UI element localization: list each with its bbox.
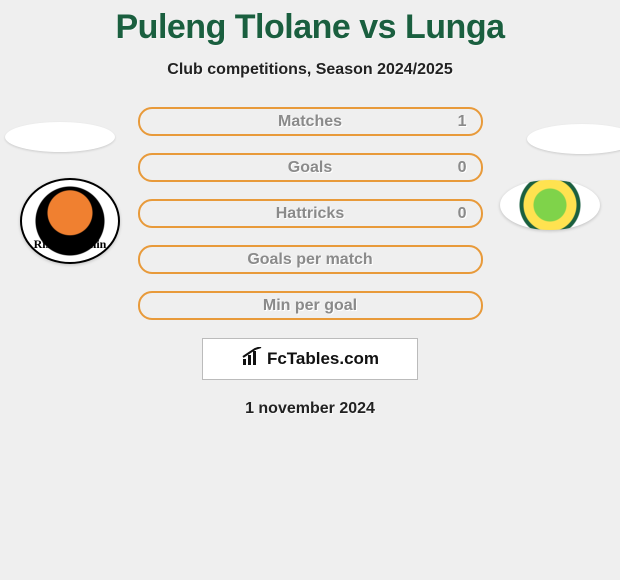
subtitle: Club competitions, Season 2024/2025 [0,61,620,79]
stat-value: 1 [458,113,467,131]
player-avatar-right [527,124,620,154]
brand-box[interactable]: FcTables.com [202,338,418,380]
stat-row: Hattricks 0 [138,199,483,228]
stat-label: Hattricks [276,205,344,223]
stat-label: Goals [288,159,332,177]
brand-text: FcTables.com [267,349,379,369]
stat-row: Goals 0 [138,153,483,182]
stat-label: Goals per match [247,251,372,269]
stat-label: Matches [278,113,342,131]
stat-row: Goals per match [138,245,483,274]
stat-value: 0 [458,205,467,223]
stat-row: Min per goal [138,291,483,320]
player-avatar-left [5,122,115,152]
stat-row: Matches 1 [138,107,483,136]
stat-value: 0 [458,159,467,177]
footer-date: 1 november 2024 [0,400,620,418]
page-title: Puleng Tlolane vs Lunga [0,0,620,47]
club-logo-right [500,180,600,230]
club-logo-left [20,178,120,264]
chart-icon [241,347,263,372]
stats-list: Matches 1 Goals 0 Hattricks 0 Goals per … [138,107,483,320]
stat-label: Min per goal [263,297,357,315]
